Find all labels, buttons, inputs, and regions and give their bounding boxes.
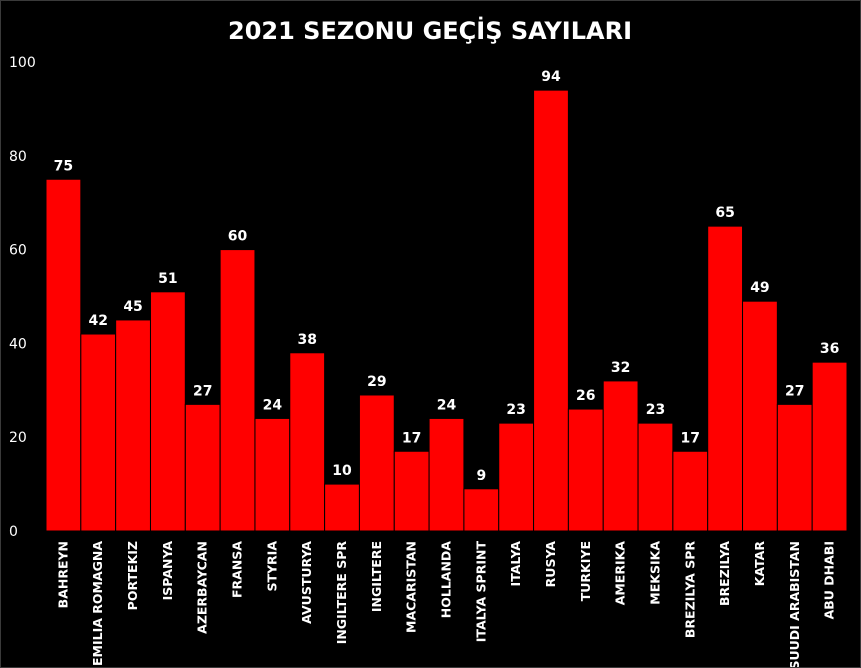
bar-2 (115, 319, 151, 532)
bar-21 (776, 403, 813, 532)
bar-5 (219, 249, 256, 532)
bar-18 (672, 450, 709, 532)
bars (45, 89, 848, 532)
bar-4 (184, 403, 221, 532)
y-tick-label-40: 40 (9, 336, 27, 352)
category-label-8: INGILTERE SPR (334, 541, 349, 645)
data-label-8: 10 (332, 463, 352, 479)
data-label-12: 9 (476, 468, 486, 484)
bar-14 (533, 89, 569, 532)
y-tick-label-80: 80 (9, 149, 27, 165)
category-label-3: ISPANYA (160, 541, 175, 601)
y-axis-ticks: 0 20 40 60 80 100 (9, 55, 36, 540)
bar-7 (289, 352, 326, 532)
category-label-14: RUSYA (543, 541, 558, 588)
bar-22 (811, 361, 848, 532)
category-label-5: FRANSA (230, 541, 245, 598)
data-label-3: 51 (158, 271, 177, 287)
bar-0 (45, 178, 82, 532)
category-label-19: BREZILYA (717, 541, 732, 606)
category-label-7: AVUSTURYA (299, 541, 314, 624)
bar-15 (567, 408, 604, 532)
data-label-16: 32 (611, 360, 630, 376)
data-label-13: 23 (506, 402, 525, 418)
category-label-4: AZERBAYCAN (195, 541, 210, 634)
data-label-19: 65 (715, 205, 734, 221)
y-tick-label-0: 0 (9, 524, 18, 540)
bar-11 (428, 417, 465, 532)
bar-16 (602, 380, 639, 532)
bar-10 (393, 450, 430, 532)
data-label-0: 75 (54, 158, 73, 174)
y-tick-label-60: 60 (9, 243, 27, 259)
category-label-17: MEKSIKA (647, 541, 662, 605)
bar-1 (80, 333, 117, 532)
category-label-12: ITALYA SPRINT (473, 541, 488, 643)
data-labels: 75 42 45 51 27 60 24 38 10 29 17 24 9 23 94 26 32 23 17 65 4… (54, 69, 840, 484)
data-label-22: 36 (820, 341, 839, 357)
category-label-16: AMERIKA (613, 541, 628, 606)
category-label-10: MACARISTAN (404, 541, 419, 633)
bar-12 (463, 488, 500, 532)
data-label-4: 27 (193, 383, 212, 399)
category-label-18: BREZILYA SPR (682, 541, 697, 638)
data-label-17: 23 (646, 402, 665, 418)
data-label-5: 60 (228, 229, 248, 245)
category-label-9: INGILTERE (369, 541, 384, 612)
category-label-0: BAHREYN (55, 541, 70, 608)
category-label-22: ABU DHABI (822, 541, 837, 619)
y-tick-label-100: 100 (9, 55, 36, 71)
data-label-21: 27 (785, 383, 804, 399)
bar-17 (637, 422, 674, 532)
data-label-2: 45 (123, 299, 142, 315)
bar-13 (498, 422, 535, 532)
bar-8 (324, 483, 360, 532)
data-label-18: 17 (681, 430, 700, 446)
category-label-6: STYRIA (264, 541, 279, 592)
category-label-21: SUUDI ARABISTAN (787, 541, 802, 667)
category-label-2: PORTEKIZ (125, 541, 140, 610)
bar-19 (707, 225, 744, 532)
data-label-9: 29 (367, 374, 386, 390)
data-label-6: 24 (263, 397, 283, 413)
data-label-20: 49 (750, 280, 769, 296)
category-labels: BAHREYN EMILIA ROMAGNA PORTEKIZ ISPANYA AZER… (55, 541, 836, 667)
chart-title: 2021 SEZONU GEÇİŞ SAYILARI (228, 16, 632, 45)
bar-3 (149, 291, 186, 532)
category-label-1: EMILIA ROMAGNA (90, 541, 105, 666)
data-label-10: 17 (402, 430, 421, 446)
bar-9 (358, 394, 395, 532)
category-label-11: HOLLANDA (439, 541, 454, 619)
data-label-11: 24 (437, 397, 457, 413)
data-label-7: 38 (297, 332, 316, 348)
data-label-1: 42 (88, 313, 107, 329)
y-tick-label-20: 20 (9, 430, 27, 446)
category-label-13: ITALYA (508, 541, 523, 587)
category-label-20: KATAR (752, 541, 767, 587)
data-label-15: 26 (576, 388, 595, 404)
data-label-14: 94 (541, 69, 561, 85)
category-label-15: TURKIYE (578, 541, 593, 601)
bar-6 (254, 417, 291, 532)
bar-20 (742, 300, 778, 532)
